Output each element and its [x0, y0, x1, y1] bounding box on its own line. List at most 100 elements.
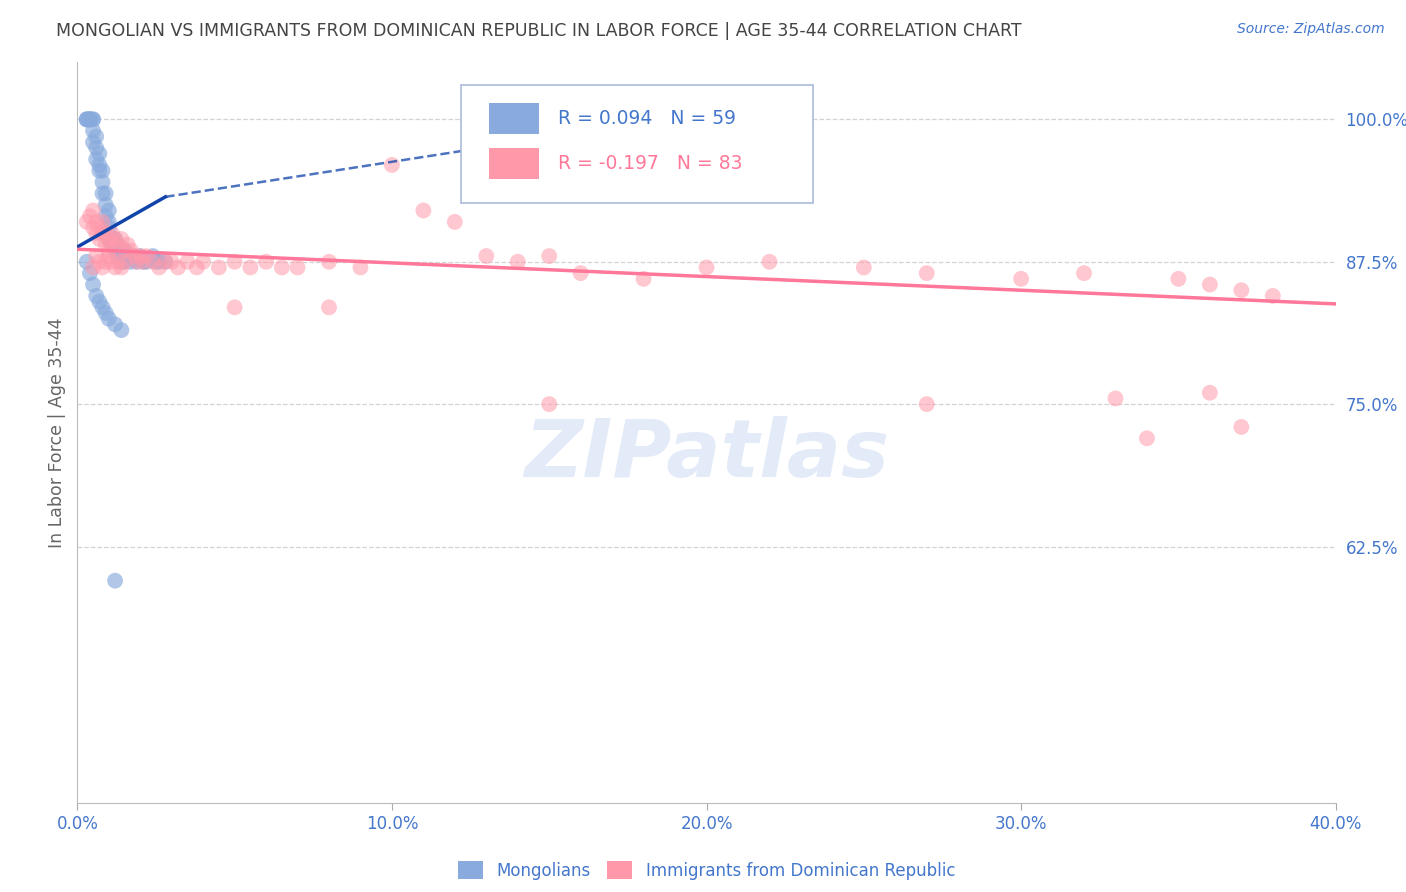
- Point: [1199, 277, 1222, 292]
- Legend: Mongolians, Immigrants from Dominican Republic: Mongolians, Immigrants from Dominican Re…: [458, 862, 955, 880]
- Point: [1104, 392, 1126, 406]
- Point: [82, 135, 104, 149]
- Text: R = -0.197   N = 83: R = -0.197 N = 83: [558, 153, 742, 173]
- Point: [1261, 289, 1284, 303]
- Point: [91, 215, 114, 229]
- Point: [82, 260, 104, 275]
- Point: [758, 254, 780, 268]
- Point: [97, 244, 120, 258]
- Point: [538, 249, 561, 263]
- Point: [94, 198, 117, 212]
- Point: [318, 254, 340, 268]
- Point: [120, 254, 142, 268]
- Point: [84, 215, 107, 229]
- FancyBboxPatch shape: [461, 85, 814, 203]
- Point: [110, 323, 132, 337]
- Point: [82, 220, 104, 235]
- Point: [127, 254, 149, 268]
- Point: [91, 163, 114, 178]
- Point: [82, 203, 104, 218]
- Point: [104, 260, 127, 275]
- Point: [91, 301, 114, 315]
- Point: [107, 249, 129, 263]
- Point: [633, 272, 655, 286]
- Point: [110, 244, 132, 258]
- Point: [107, 237, 129, 252]
- Point: [114, 254, 136, 268]
- Point: [1073, 266, 1095, 280]
- Point: [101, 254, 124, 268]
- Point: [915, 266, 938, 280]
- Point: [89, 254, 111, 268]
- Point: [79, 112, 101, 127]
- Point: [79, 209, 101, 223]
- Point: [1010, 272, 1032, 286]
- Point: [135, 254, 157, 268]
- Point: [1230, 420, 1253, 434]
- Text: Source: ZipAtlas.com: Source: ZipAtlas.com: [1237, 22, 1385, 37]
- Point: [852, 260, 875, 275]
- Point: [91, 186, 114, 201]
- Point: [79, 266, 101, 280]
- Point: [97, 232, 120, 246]
- Point: [97, 311, 120, 326]
- Point: [120, 244, 142, 258]
- Point: [97, 220, 120, 235]
- Point: [84, 129, 107, 144]
- Point: [444, 215, 467, 229]
- Point: [104, 318, 127, 332]
- Text: ZIPatlas: ZIPatlas: [524, 416, 889, 494]
- Point: [155, 254, 177, 268]
- Point: [76, 215, 98, 229]
- Point: [142, 249, 165, 263]
- Point: [84, 227, 107, 241]
- Point: [569, 266, 592, 280]
- Point: [89, 158, 111, 172]
- Point: [101, 237, 124, 252]
- Point: [381, 158, 404, 172]
- Point: [104, 232, 127, 246]
- Point: [270, 260, 292, 275]
- Point: [110, 254, 132, 268]
- Point: [84, 153, 107, 167]
- FancyBboxPatch shape: [489, 147, 538, 178]
- Point: [145, 254, 167, 268]
- Point: [114, 254, 136, 268]
- Point: [97, 203, 120, 218]
- Point: [76, 254, 98, 268]
- Point: [76, 112, 98, 127]
- Point: [696, 260, 718, 275]
- Point: [82, 277, 104, 292]
- Point: [97, 215, 120, 229]
- Point: [94, 209, 117, 223]
- Point: [101, 232, 124, 246]
- Point: [224, 254, 246, 268]
- Point: [160, 254, 183, 268]
- Point: [1230, 283, 1253, 297]
- Point: [122, 249, 145, 263]
- Text: R = 0.094   N = 59: R = 0.094 N = 59: [558, 109, 735, 128]
- Point: [101, 227, 124, 241]
- Point: [224, 301, 246, 315]
- Point: [110, 260, 132, 275]
- Point: [79, 112, 101, 127]
- Point: [82, 112, 104, 127]
- Point: [114, 244, 136, 258]
- Point: [104, 244, 127, 258]
- Point: [84, 141, 107, 155]
- Point: [79, 112, 101, 127]
- Point: [117, 249, 139, 263]
- Point: [475, 249, 498, 263]
- Point: [135, 249, 157, 263]
- Point: [91, 227, 114, 241]
- Point: [506, 254, 529, 268]
- Point: [89, 232, 111, 246]
- Point: [538, 397, 561, 411]
- Point: [127, 254, 149, 268]
- Point: [117, 237, 139, 252]
- Point: [89, 146, 111, 161]
- Point: [104, 232, 127, 246]
- Point: [114, 244, 136, 258]
- Point: [76, 112, 98, 127]
- Point: [1199, 385, 1222, 400]
